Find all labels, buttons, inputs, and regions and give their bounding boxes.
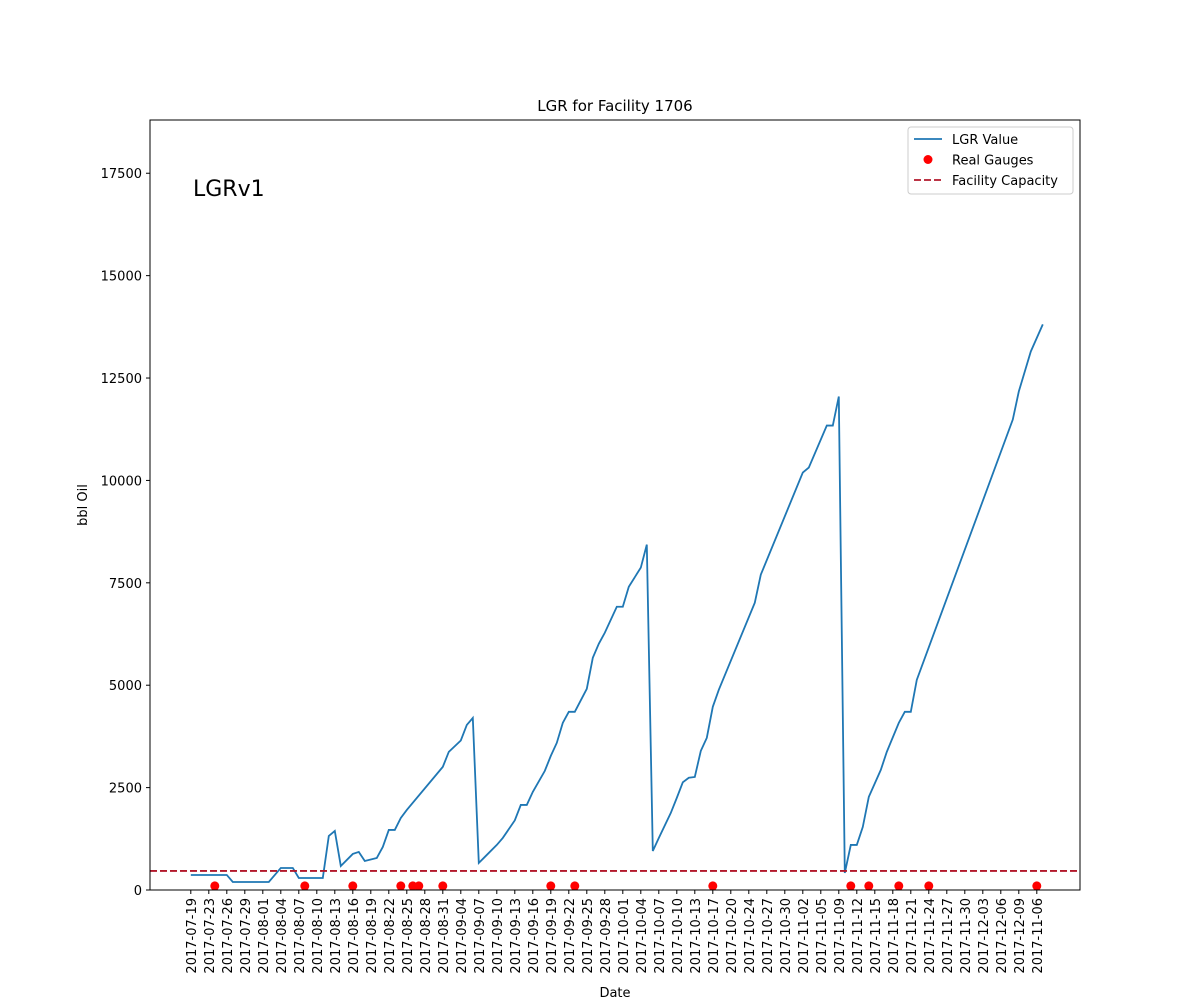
x-tick-label: 2017-11-12 <box>851 898 866 974</box>
gauge-point <box>438 881 448 891</box>
lgr-line <box>190 324 1044 883</box>
x-tick-label: 2017-11-30 <box>959 898 974 974</box>
x-tick-label: 2017-09-28 <box>599 898 614 974</box>
gauge-point <box>570 881 580 891</box>
y-tick-label: 17500 <box>101 167 142 182</box>
gauge-point <box>846 881 856 891</box>
x-tick-label: 2017-11-27 <box>941 898 956 974</box>
x-tick-label: 2017-07-26 <box>221 898 236 974</box>
x-tick-label: 2017-10-10 <box>671 898 686 974</box>
x-tick-label: 2017-08-31 <box>437 898 452 974</box>
y-tick-label: 12500 <box>101 372 142 387</box>
plot-frame <box>149 119 1081 891</box>
x-tick-label: 2017-09-07 <box>473 898 488 974</box>
x-tick-label: 2017-09-04 <box>455 898 470 974</box>
chart-title: LGR for Facility 1706 <box>537 97 692 115</box>
x-tick-label: 2017-11-05 <box>815 898 830 974</box>
gauge-point <box>546 881 556 891</box>
x-tick-label: 2017-09-19 <box>545 898 560 974</box>
y-tick-label: 10000 <box>101 474 142 489</box>
x-tick-label: 2017-10-04 <box>635 898 650 974</box>
y-tick-label: 15000 <box>101 270 142 285</box>
x-tick-label: 2017-08-19 <box>365 898 380 974</box>
x-tick-label: 2017-08-28 <box>419 898 434 974</box>
x-tick-label: 2017-08-04 <box>275 898 290 974</box>
x-tick-label: 2017-09-22 <box>563 898 578 974</box>
x-tick-label: 2017-10-13 <box>689 898 704 974</box>
gauge-point <box>414 881 424 891</box>
x-tick-label: 2017-10-27 <box>761 898 776 974</box>
x-tick-label: 2017-07-19 <box>185 898 200 974</box>
legend: LGR Value Real Gauges Facility Capacity <box>907 126 1074 195</box>
x-tick-label: 2017-08-07 <box>293 898 308 974</box>
x-tick-label: 2017-08-25 <box>401 898 416 974</box>
gauge-point <box>300 881 310 891</box>
x-tick-label: 2017-09-25 <box>581 898 596 974</box>
x-tick-label: 2017-11-06 <box>1031 898 1046 974</box>
gauge-point <box>348 881 358 891</box>
gauge-point <box>924 881 934 891</box>
x-tick-label: 2017-11-09 <box>833 898 848 974</box>
x-tick-label: 2017-08-22 <box>383 898 398 974</box>
x-tick-label: 2017-12-09 <box>1013 898 1028 974</box>
x-tick-label: 2017-08-10 <box>311 898 326 974</box>
x-tick-label: 2017-11-15 <box>869 898 884 974</box>
x-tick-label: 2017-11-02 <box>797 898 812 974</box>
gauge-point <box>210 881 220 891</box>
x-tick-label: 2017-10-17 <box>707 898 722 974</box>
x-tick-label: 2017-07-29 <box>239 898 254 974</box>
x-tick-label: 2017-11-24 <box>923 898 938 974</box>
x-tick-label: 2017-12-06 <box>995 898 1010 974</box>
x-tick-label: 2017-10-20 <box>725 898 740 974</box>
x-tick-label: 2017-12-03 <box>977 898 992 974</box>
y-tick-label: 7500 <box>109 577 142 592</box>
y-tick-label: 2500 <box>109 782 142 797</box>
x-tick-label: 2017-09-13 <box>509 898 524 974</box>
x-tick-label: 2017-10-24 <box>743 898 758 974</box>
gauge-point <box>1032 881 1042 891</box>
x-tick-label: 2017-10-01 <box>617 898 632 974</box>
x-tick-label: 2017-09-16 <box>527 898 542 974</box>
x-tick-label: 2017-08-13 <box>329 898 344 974</box>
legend-label: Real Gauges <box>952 154 1034 169</box>
x-tick-label: 2017-10-30 <box>779 898 794 974</box>
y-axis-label: bbl Oil <box>76 484 91 526</box>
legend-swatch <box>923 155 933 164</box>
x-tick-label: 2017-11-18 <box>887 898 902 974</box>
legend-label: LGR Value <box>952 133 1018 148</box>
y-tick-label: 5000 <box>109 679 142 694</box>
x-tick-label: 2017-08-16 <box>347 898 362 974</box>
gauge-point <box>708 881 718 891</box>
gauge-point <box>864 881 874 891</box>
gauge-point <box>396 881 406 891</box>
legend-box <box>907 126 1074 195</box>
gauge-point <box>894 881 904 891</box>
legend-label: Facility Capacity <box>952 174 1058 189</box>
x-tick-label: 2017-09-10 <box>491 898 506 974</box>
x-axis-label: Date <box>599 986 630 1000</box>
x-tick-label: 2017-08-01 <box>257 898 272 974</box>
x-tick-label: 2017-07-23 <box>203 898 218 974</box>
x-tick-label: 2017-10-07 <box>653 898 668 974</box>
y-tick-label: 0 <box>134 884 142 899</box>
x-tick-label: 2017-11-21 <box>905 898 920 974</box>
annotation: LGRv1 <box>193 177 265 202</box>
